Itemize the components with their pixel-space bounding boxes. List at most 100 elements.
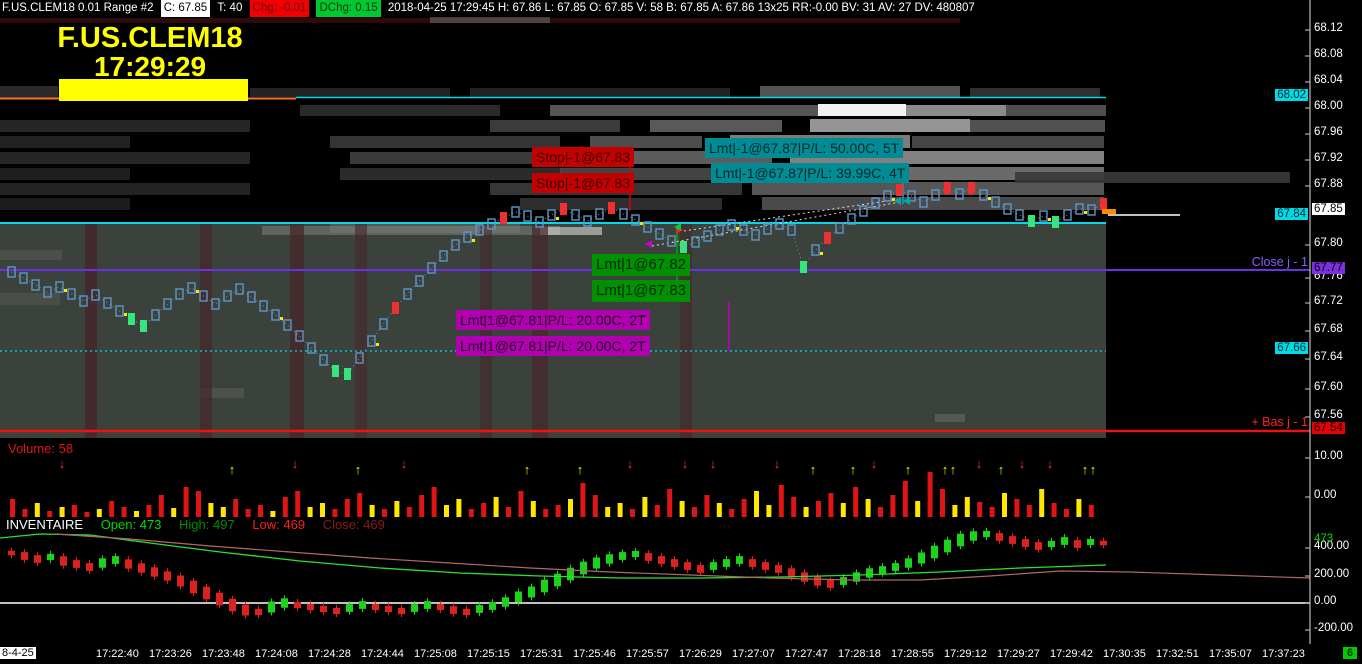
- price-tick: 10.00: [1314, 450, 1343, 462]
- svg-text:↓: ↓: [627, 456, 634, 471]
- price-tick: 0.00: [1314, 489, 1337, 501]
- time-label: 17:25:08: [414, 648, 457, 660]
- svg-text:↓: ↓: [976, 456, 983, 471]
- date-badge: 8-4-25: [0, 647, 36, 659]
- symbol-clock-overlay: F.US.CLEM18 17:29:29: [40, 24, 260, 81]
- price-tick: 67.64: [1314, 351, 1343, 363]
- inventory-open-value: Open: 473: [100, 517, 162, 532]
- time-label: 17:32:51: [1156, 648, 1199, 660]
- price-tick: 68.08: [1314, 48, 1343, 60]
- time-label: 17:35:07: [1209, 648, 1252, 660]
- price-tick: 67.56: [1314, 409, 1343, 421]
- svg-text:↑: ↑: [850, 462, 857, 477]
- svg-text:↓: ↓: [1047, 456, 1054, 471]
- price-level-badge: 67.84: [1275, 208, 1308, 220]
- price-tick: 68.04: [1314, 74, 1343, 86]
- clock: 17:29:29: [93, 51, 207, 82]
- svg-text:↑: ↑: [905, 462, 912, 477]
- price-tick: 68.00: [1314, 100, 1343, 112]
- trades-label: T: 40: [217, 2, 243, 14]
- svg-text:↑: ↑: [942, 462, 949, 477]
- highlight-box: [59, 79, 248, 101]
- day-change-chip: DChg: 0.15: [316, 0, 381, 17]
- price-badge: 67.77: [1312, 262, 1345, 274]
- price-level-badge: 67.66: [1275, 342, 1308, 354]
- price-badge: 67.85: [1312, 203, 1345, 215]
- time-label: 17:37:23: [1262, 648, 1305, 660]
- price-tick: 67.60: [1314, 381, 1343, 393]
- svg-text:↓: ↓: [292, 456, 299, 471]
- count-badge: 6: [1343, 647, 1358, 659]
- price-tick: 200.00: [1314, 568, 1350, 580]
- svg-text:↓: ↓: [59, 456, 66, 471]
- buy-limit-label-1[interactable]: Lmt|1@67.82: [592, 254, 691, 276]
- symbol-range-label: F.US.CLEM18 0.01 Range #2: [2, 2, 154, 14]
- last-price-chip: C: 67.85: [160, 0, 211, 17]
- svg-text:↑: ↑: [229, 462, 236, 477]
- time-label: 17:24:08: [255, 648, 298, 660]
- price-level-label: + Bas j - 1: [1251, 415, 1308, 429]
- svg-text:↑: ↑: [950, 462, 957, 477]
- inventory-close-value: Close: 469: [322, 517, 385, 532]
- time-label: 17:24:28: [308, 648, 351, 660]
- price-tick: 67.68: [1314, 323, 1343, 335]
- svg-text:↑: ↑: [998, 462, 1005, 477]
- change-chip: Chg: -0.01: [249, 0, 310, 17]
- time-label: 17:23:26: [149, 648, 192, 660]
- session-info-label: 2018-04-25 17:29:45 H: 67.86 L: 67.85 O:…: [387, 2, 975, 14]
- price-tick: 67.72: [1314, 295, 1343, 307]
- time-label: 17:28:18: [838, 648, 881, 660]
- inventory-low-value: Low: 469: [252, 517, 306, 532]
- svg-text:↑: ↑: [355, 462, 362, 477]
- price-tick: 67.96: [1314, 126, 1343, 138]
- time-label: 17:25:31: [520, 648, 563, 660]
- price-tick: 68.12: [1314, 22, 1343, 34]
- price-level-label: Close j - 1: [1251, 255, 1308, 269]
- time-label: 17:25:57: [626, 648, 669, 660]
- svg-text:↑: ↑: [1090, 462, 1097, 477]
- price-badge: 67.54: [1312, 422, 1345, 434]
- time-label: 17:28:55: [891, 648, 934, 660]
- price-tick: 67.80: [1314, 237, 1343, 249]
- time-axis[interactable]: 8-4-25 6 17:22:40 17:23:26 17:23:48 17:24:0…: [0, 644, 1362, 664]
- time-label: 17:29:27: [997, 648, 1040, 660]
- price-tick: 400.00: [1314, 540, 1350, 552]
- svg-text:↓: ↓: [774, 456, 781, 471]
- time-label: 17:27:47: [785, 648, 828, 660]
- filled-order-label-2[interactable]: Lmt|1@67.81|P/L: 20.00C, 2T: [456, 336, 650, 356]
- stop-order-label-2[interactable]: Stop|-1@67.83: [532, 173, 635, 193]
- price-axis[interactable]: 68.12 68.08 68.04 68.00 67.96 67.92 67.88 67.80…: [1308, 0, 1362, 664]
- svg-text:↓: ↓: [401, 456, 408, 471]
- price-tick: 0.00: [1314, 595, 1337, 607]
- time-label: 17:25:15: [467, 648, 510, 660]
- time-label: 17:27:07: [732, 648, 775, 660]
- filled-order-label-1[interactable]: Lmt|1@67.81|P/L: 20.00C, 2T: [456, 310, 650, 330]
- target-order-label-1[interactable]: Lmt|-1@67.87|P/L: 50.00C, 5T: [705, 138, 904, 158]
- time-label: 17:29:12: [944, 648, 987, 660]
- stop-order-label-1[interactable]: Stop|-1@67.83: [532, 147, 635, 167]
- time-label: 17:23:48: [202, 648, 245, 660]
- svg-text:↓: ↓: [710, 456, 717, 471]
- price-tick: 67.88: [1314, 178, 1343, 190]
- inventory-high-value: High: 497: [179, 517, 235, 532]
- symbol-title: F.US.CLEM18: [57, 22, 243, 54]
- svg-text:↓: ↓: [682, 456, 689, 471]
- price-level-badge: 68.02: [1275, 89, 1308, 101]
- time-label: 17:25:46: [573, 648, 616, 660]
- time-label: 17:26:29: [679, 648, 722, 660]
- svg-text:↑: ↑: [1082, 462, 1089, 477]
- price-tick: 67.92: [1314, 152, 1343, 164]
- time-label: 17:24:44: [361, 648, 404, 660]
- time-label: 17:30:35: [1103, 648, 1146, 660]
- inventory-study-name: INVENTAIRE: [6, 517, 84, 532]
- svg-text:↑: ↑: [524, 462, 531, 477]
- svg-text:↓: ↓: [871, 456, 878, 471]
- inventory-study-legend: INVENTAIRE Open: 473 High: 497 Low: 469 …: [2, 517, 389, 532]
- target-order-label-2[interactable]: Lmt|-1@67.87|P/L: 39.99C, 4T: [711, 163, 910, 183]
- svg-text:↑: ↑: [577, 462, 584, 477]
- buy-limit-label-2[interactable]: Lmt|1@67.83: [592, 280, 691, 302]
- svg-text:↓: ↓: [1019, 456, 1026, 471]
- time-label: 17:29:42: [1050, 648, 1093, 660]
